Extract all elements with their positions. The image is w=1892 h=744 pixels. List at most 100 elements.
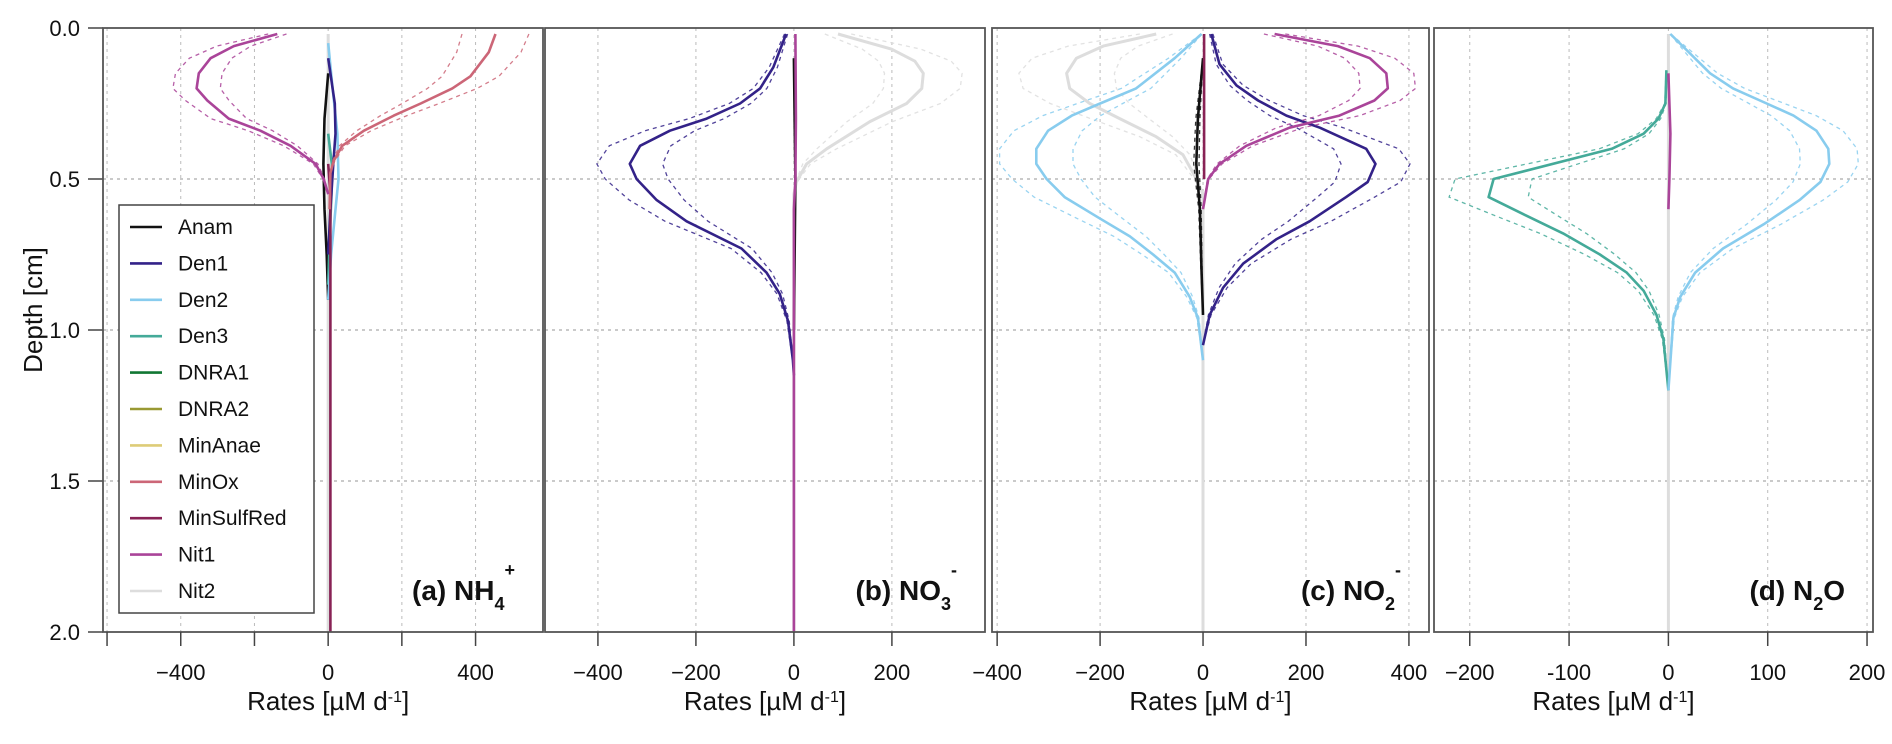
panel-label-text: (c) NO xyxy=(1301,575,1385,606)
panel-label-text: (a) NH xyxy=(412,575,494,606)
x-axis-label-end: ] xyxy=(839,686,846,716)
x-axis-label-end: ] xyxy=(402,686,409,716)
panel-frame xyxy=(1433,27,1874,633)
x-axis-label-text: Rates [µM d xyxy=(684,686,825,716)
panel-label: (c) NO2- xyxy=(1301,560,1401,614)
legend-label: Den2 xyxy=(178,289,228,312)
x-axis-label: Rates [µM d-1] xyxy=(684,686,846,716)
x-tick-label: 400 xyxy=(457,660,494,685)
x-tick-label: 200 xyxy=(874,660,911,685)
series-line-den2 xyxy=(1667,33,1831,391)
x-tick-label: 0 xyxy=(788,660,800,685)
x-tick-label: −200 xyxy=(1445,660,1495,685)
ci-line-nit1 xyxy=(1202,33,1361,210)
series-line-minox xyxy=(328,33,497,210)
ci-line-den1 xyxy=(596,33,795,376)
ci-line-minox xyxy=(329,33,530,210)
legend-label: Den1 xyxy=(178,252,228,275)
x-axis-label-sup: -1 xyxy=(388,689,402,706)
x-tick-label: 0 xyxy=(322,660,334,685)
ci-line-den2 xyxy=(1072,33,1204,361)
x-axis-label-sup: -1 xyxy=(1270,689,1284,706)
panel-label-text: (d) N xyxy=(1749,575,1813,606)
ci-line-den2 xyxy=(998,33,1204,361)
x-tick-label: 0 xyxy=(1662,660,1674,685)
y-tick-label: 0.5 xyxy=(49,167,80,192)
x-tick-label: −200 xyxy=(1075,660,1125,685)
ci-line-nit2 xyxy=(1113,33,1204,632)
panel-frame xyxy=(102,27,544,633)
series-line-anam xyxy=(322,73,330,300)
panel-label: (d) N2O xyxy=(1749,575,1845,614)
x-tick-label: 200 xyxy=(1288,660,1325,685)
x-axis-label: Rates [µM d-1] xyxy=(1532,686,1694,716)
panel-label-sup: - xyxy=(1395,560,1401,580)
panel-label-sup: + xyxy=(504,560,515,580)
x-axis-label-text: Rates [µM d xyxy=(247,686,388,716)
x-tick-label: −200 xyxy=(671,660,721,685)
x-tick-label: −400 xyxy=(573,660,623,685)
y-tick-label: 0.0 xyxy=(49,16,80,41)
legend-label: Anam xyxy=(178,216,233,239)
x-axis-label: Rates [µM d-1] xyxy=(247,686,409,716)
panel-frame xyxy=(544,27,986,633)
series-line-anam xyxy=(1195,58,1205,315)
ci-line-den2 xyxy=(1667,33,1801,391)
panel-label: (b) NO3- xyxy=(855,560,957,614)
series-line-nit2 xyxy=(792,32,925,632)
series-line-den3 xyxy=(1487,70,1670,391)
ci-line-nit1 xyxy=(1202,33,1417,210)
panel-c: −400 −200 0 200 400 Rates [µM d-1] (c) NO2- xyxy=(972,27,1430,716)
y-axis-label: Depth [cm] xyxy=(18,247,48,373)
panel-label-sub: 2 xyxy=(1813,594,1823,614)
x-axis-label-text: Rates [µM d xyxy=(1129,686,1270,716)
panel-d: −200 -100 0 100 200 Rates [µM d-1] (d) N2O xyxy=(1433,27,1886,716)
ci-line-nit1 xyxy=(219,33,329,195)
panel-label-sub: 4 xyxy=(494,594,504,614)
ci-line-nit2 xyxy=(1018,33,1204,632)
series-line-nit2 xyxy=(1065,32,1205,632)
legend-label: MinAnae xyxy=(178,434,261,457)
ci-line-minox xyxy=(328,33,463,210)
legend-label: MinSulfRed xyxy=(178,507,287,530)
legend-label: Den3 xyxy=(178,325,228,348)
ci-line-den2 xyxy=(1667,33,1859,391)
ci-line-den1 xyxy=(1202,33,1342,346)
x-tick-label: 100 xyxy=(1749,660,1786,685)
x-tick-label: −400 xyxy=(156,660,206,685)
series-line-nit1 xyxy=(1667,73,1672,210)
ci-line-den1 xyxy=(661,33,795,376)
panel-frame xyxy=(991,27,1430,633)
legend-label: Nit2 xyxy=(178,580,215,603)
series-line-den1 xyxy=(628,33,796,376)
panel-b: −400 −200 0 200 Rates [µM d-1] (b) NO3- xyxy=(544,27,986,716)
ci-line-nit2 xyxy=(793,33,886,632)
x-tick-label: −400 xyxy=(972,660,1022,685)
panel-label-suffix: O xyxy=(1823,575,1845,606)
x-tick-label: -100 xyxy=(1547,660,1591,685)
legend-label: MinOx xyxy=(178,471,239,494)
series-line-nit1 xyxy=(1201,32,1390,210)
y-tick-label: 1.5 xyxy=(49,469,80,494)
x-axis-label-sup: -1 xyxy=(1673,689,1687,706)
x-tick-label: 0 xyxy=(1197,660,1209,685)
x-axis-label-text: Rates [µM d xyxy=(1532,686,1673,716)
x-axis-label-end: ] xyxy=(1284,686,1291,716)
panel-label-sub: 2 xyxy=(1385,594,1395,614)
ci-line-nit1 xyxy=(172,33,329,195)
series-line-den2 xyxy=(1035,33,1205,361)
series-line-nit1 xyxy=(792,33,798,632)
legend-label: DNRA1 xyxy=(178,362,249,385)
legend-label: Nit1 xyxy=(178,544,215,567)
legend: Anam Den1 Den2 Den3 DNRA1 DNRA2 MinAnae MinOx Mi… xyxy=(118,204,315,614)
legend-label: DNRA2 xyxy=(178,398,249,421)
y-tick-label: 1.0 xyxy=(49,318,80,343)
y-tick-label: 2.0 xyxy=(49,620,80,645)
ci-line-den3 xyxy=(1527,70,1670,391)
panel-label-sup: - xyxy=(951,560,957,580)
x-axis-label-end: ] xyxy=(1687,686,1694,716)
x-tick-label: 200 xyxy=(1849,660,1886,685)
panel-label: (a) NH4+ xyxy=(412,560,515,614)
x-tick-label: 400 xyxy=(1391,660,1428,685)
x-axis-label: Rates [µM d-1] xyxy=(1129,686,1291,716)
